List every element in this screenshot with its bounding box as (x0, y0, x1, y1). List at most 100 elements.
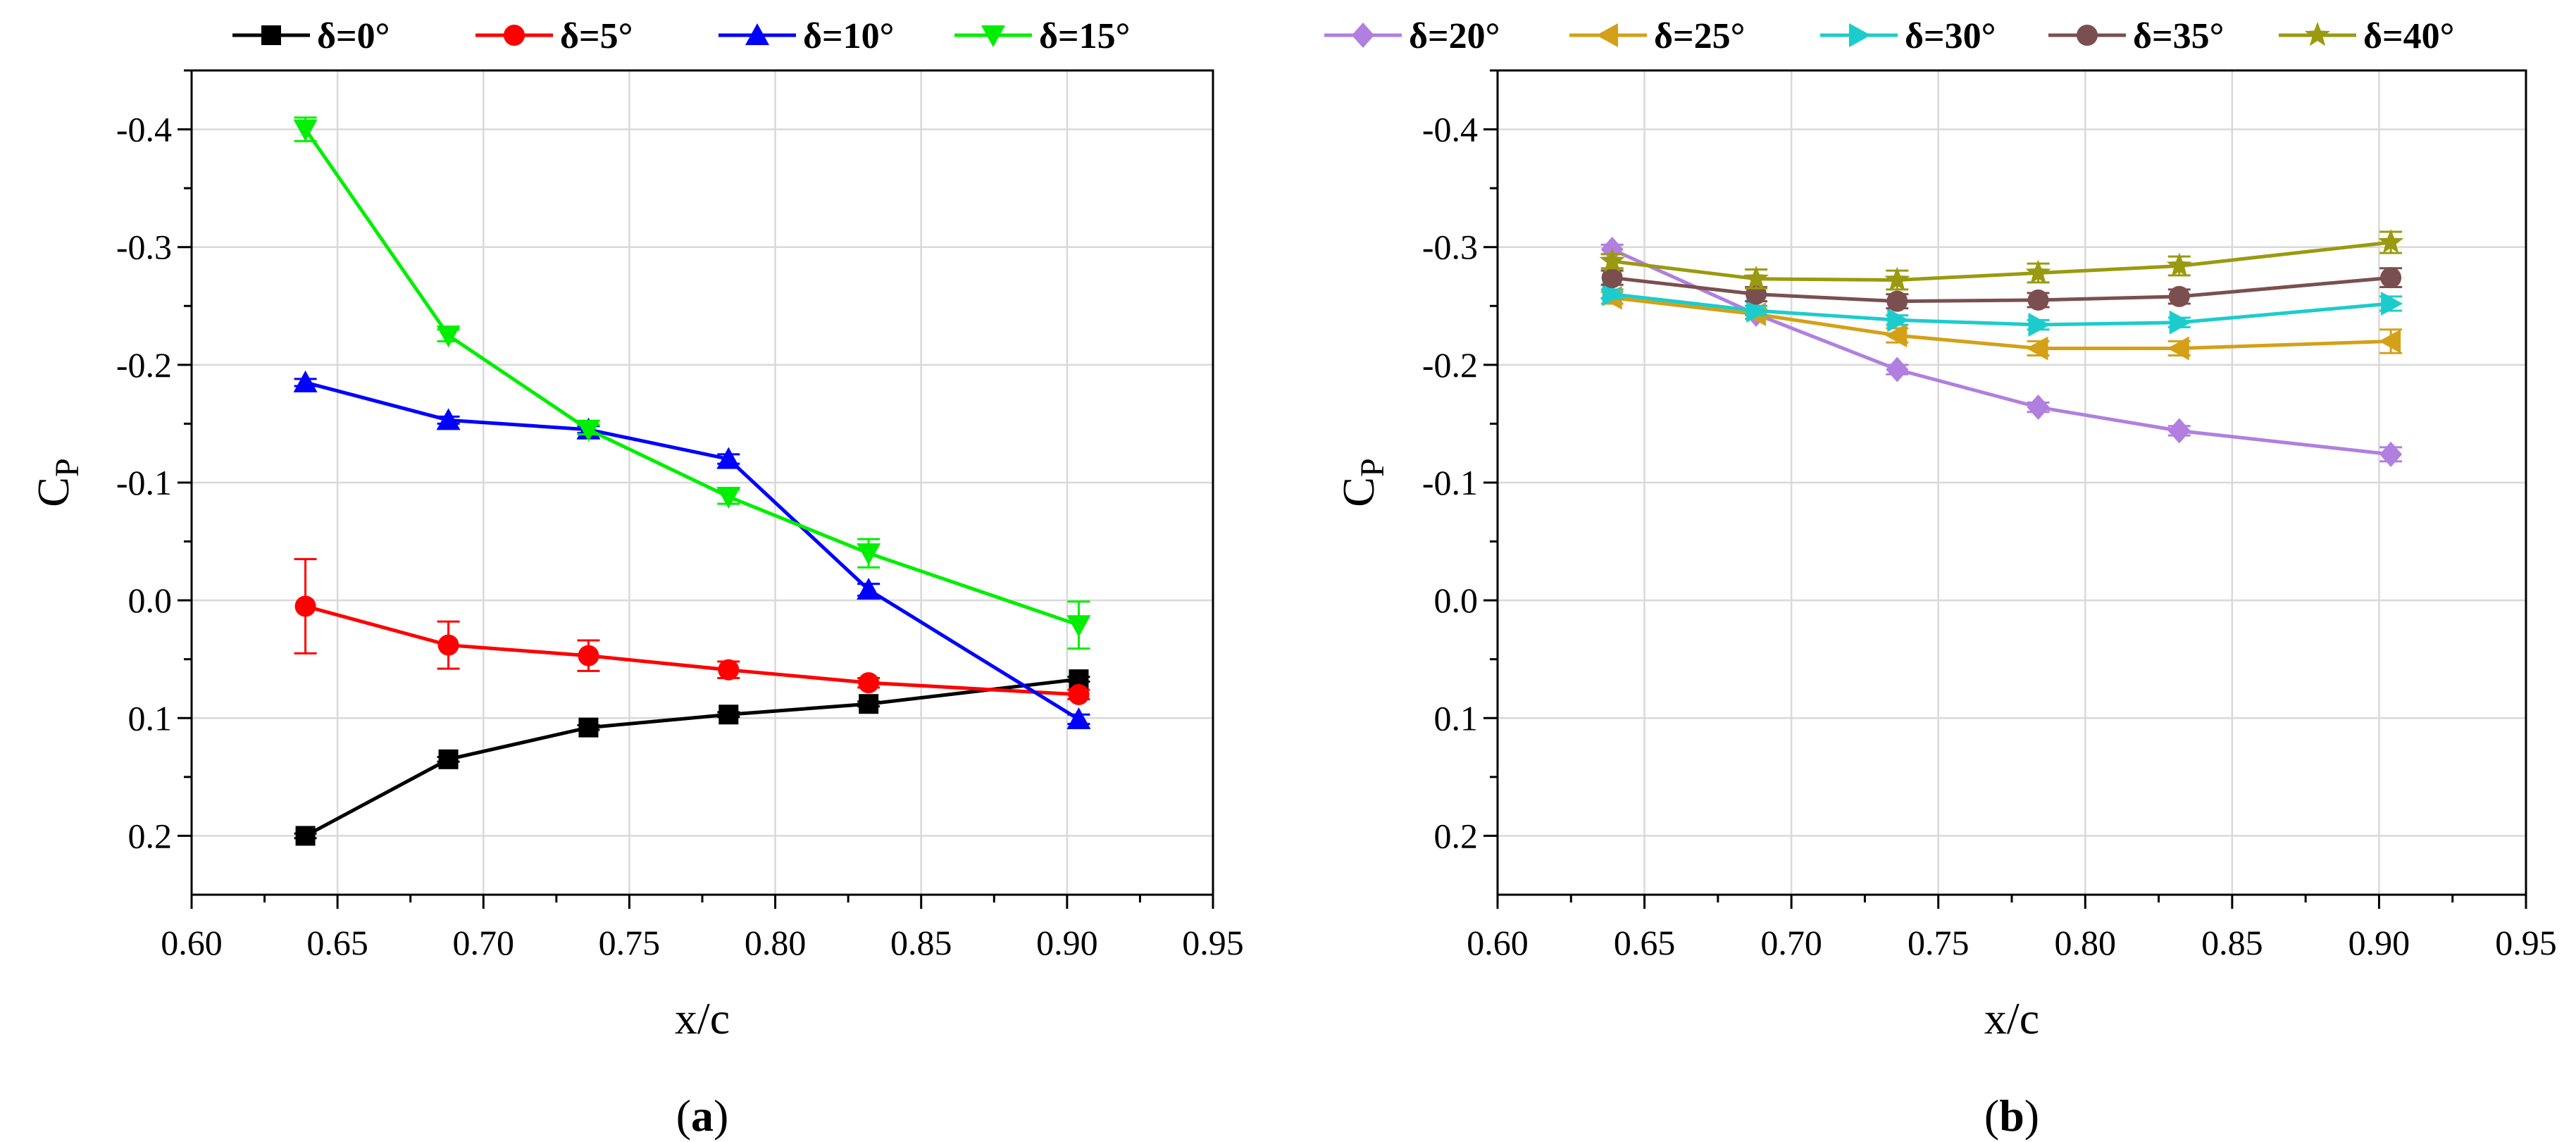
x-tick-label: 0.60 (161, 923, 223, 962)
data-point (295, 826, 316, 846)
data-point (1886, 290, 1908, 312)
y-tick-label: 0.0 (1434, 581, 1479, 620)
legend-entry: δ=5° (475, 16, 633, 56)
y-axis: -0.4 -0.3 -0.2 -0.1 0.0 0.1 0.2 (116, 69, 192, 855)
x-axis: 0.60 0.65 0.70 0.75 0.80 0.85 0.90 0.95 (161, 895, 1244, 962)
series-δ=0° (294, 669, 1090, 846)
data-point (859, 694, 879, 714)
panel-label-letter: a (691, 1091, 714, 1141)
x-tick-label: 0.85 (890, 923, 952, 962)
series-δ=10° (293, 370, 1091, 729)
x-tick-label: 0.90 (1036, 923, 1098, 962)
x-tick-label: 0.95 (1182, 923, 1244, 962)
x-tick-label: 0.90 (2348, 923, 2410, 962)
legend-label: δ=40° (2363, 16, 2454, 56)
data-point (1599, 247, 1625, 273)
series-line (304, 677, 1079, 838)
y-tick-label: -0.3 (1422, 228, 1478, 267)
series-line (1611, 247, 2391, 457)
legend-entry: δ=0° (232, 16, 390, 56)
data-point (437, 634, 459, 656)
data-point (1601, 267, 1623, 289)
gridlines (192, 70, 1213, 895)
legend-marker (981, 25, 1005, 47)
panel-b: 0.60 0.65 0.70 0.75 0.80 0.85 0.90 0.95 -0.4 -0.3… (1324, 16, 2557, 1141)
gridlines (1498, 70, 2526, 895)
panel-label-letter: b (1999, 1091, 2024, 1141)
panel-a: 0.60 0.65 0.70 0.75 0.80 0.85 0.90 0.95 -0.4 -0.3… (28, 16, 1244, 1141)
data-point (578, 645, 599, 666)
data-point (293, 119, 318, 142)
x-tick-label: 0.75 (599, 923, 661, 962)
data-point (2027, 289, 2049, 311)
data-point (716, 487, 741, 509)
data-point (436, 325, 461, 348)
data-point (1885, 323, 1908, 348)
data-point (2166, 252, 2192, 277)
data-point (578, 717, 599, 738)
series-line (304, 380, 1080, 721)
data-point (1886, 356, 1909, 383)
data-point (576, 419, 601, 442)
series-line (304, 128, 1080, 627)
data-point (2167, 418, 2191, 444)
data-point (716, 447, 741, 469)
legend-marker (1596, 23, 1618, 47)
legend-label: δ=25° (1654, 16, 1745, 56)
data-point (2025, 259, 2051, 284)
data-point (2026, 336, 2048, 361)
panel-label: (b) (1984, 1091, 2039, 1141)
legend-entry: δ=40° (2279, 16, 2454, 56)
y-tick-label: -0.1 (116, 463, 172, 502)
x-tick-label: 0.80 (2055, 923, 2117, 962)
legend-entry: δ=35° (2048, 16, 2224, 56)
panel-label-open: ( (1984, 1091, 1999, 1141)
y-axis-title-main: C (1333, 477, 1383, 507)
legend-label: δ=10° (803, 16, 894, 56)
y-tick-label: 0.2 (1434, 816, 1479, 855)
data-point (1887, 308, 1910, 333)
legend-entry: δ=15° (954, 16, 1130, 56)
y-tick-label: 0.0 (128, 581, 173, 620)
data-point (858, 672, 880, 694)
y-axis-title: CP (1333, 458, 1391, 507)
legend-label: δ=5° (560, 16, 633, 56)
y-axis-title-subscript: P (49, 458, 86, 477)
data-point (718, 659, 740, 681)
legend-entry: δ=10° (718, 16, 894, 56)
y-tick-label: -0.4 (116, 110, 172, 149)
data-point (1068, 683, 1090, 705)
y-tick-label: -0.3 (116, 228, 172, 267)
data-point (2169, 310, 2191, 335)
x-axis-title: x/c (1984, 993, 2039, 1043)
x-tick-label: 0.65 (306, 923, 368, 962)
legend-label: δ=15° (1039, 16, 1130, 56)
data-point (1743, 265, 1769, 290)
series-line (1612, 275, 2391, 304)
legend-label: δ=35° (2133, 16, 2224, 56)
x-tick-label: 0.85 (2201, 923, 2263, 962)
y-tick-label: 0.1 (1434, 698, 1479, 738)
data-point (1602, 282, 1624, 306)
legend-label: δ=0° (317, 16, 390, 56)
panel-label-open: ( (676, 1091, 691, 1141)
x-tick-label: 0.75 (1908, 923, 1970, 962)
legend-entry: δ=20° (1324, 16, 1500, 56)
data-point (294, 595, 316, 617)
y-axis-title: CP (28, 458, 86, 507)
panel-label-close: ) (714, 1091, 728, 1141)
series-δ=5° (294, 558, 1090, 705)
data-point (2379, 329, 2401, 354)
data-point (2378, 229, 2404, 254)
series-line (1612, 240, 2391, 283)
data-point (2167, 336, 2189, 361)
series-line (1612, 296, 2391, 350)
x-tick-label: 0.80 (745, 923, 807, 962)
legend-label: δ=30° (1905, 16, 1996, 56)
legend-marker (261, 25, 281, 45)
y-axis-title-subscript: P (1354, 458, 1391, 477)
y-tick-label: -0.4 (1422, 110, 1478, 149)
series-δ=35° (1600, 267, 2403, 312)
x-tick-label: 0.95 (2495, 923, 2557, 962)
